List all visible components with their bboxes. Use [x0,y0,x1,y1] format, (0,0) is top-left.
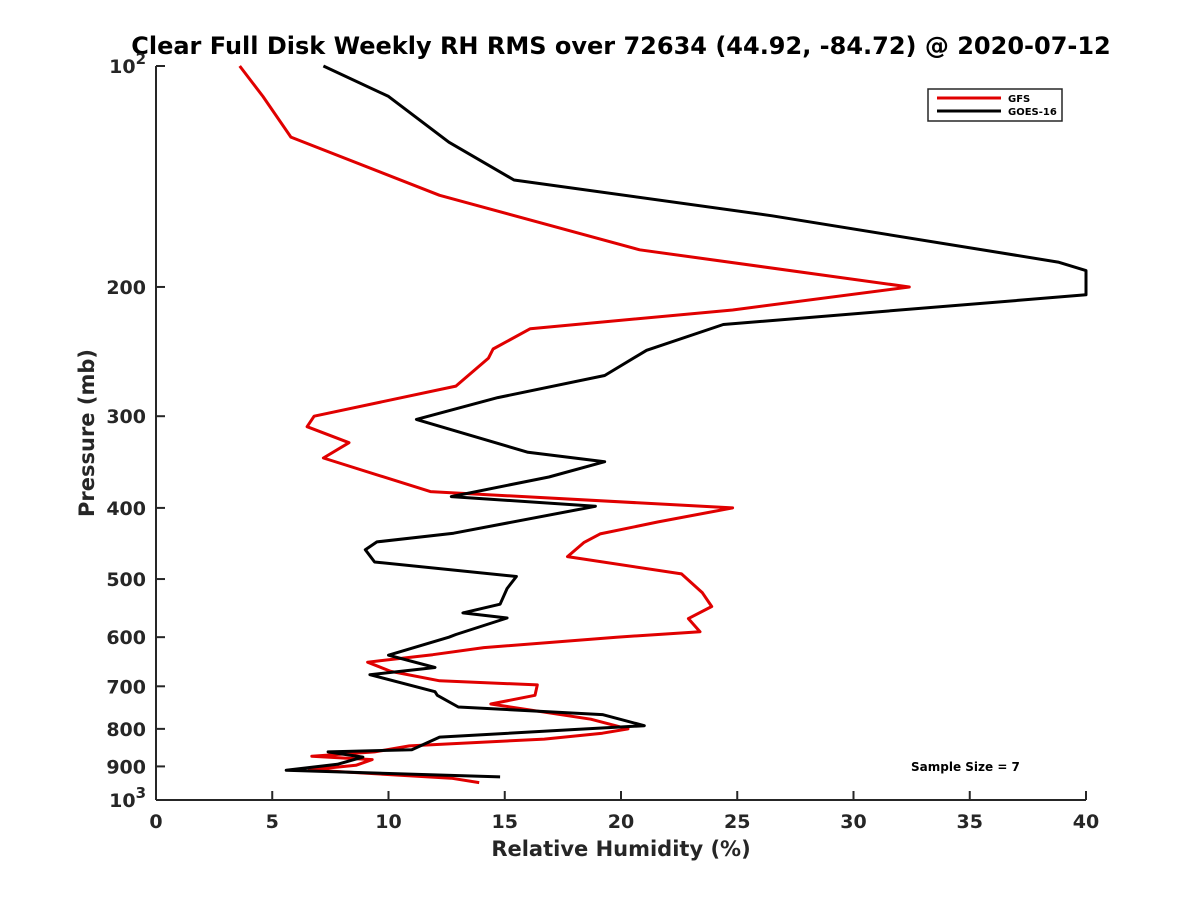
y-tick-label: 600 [106,627,146,649]
chart-title: Clear Full Disk Weekly RH RMS over 72634… [131,32,1111,60]
y-tick-label: 300 [106,406,146,428]
y-tick-label: 900 [106,756,146,778]
series-layer [238,64,1088,785]
plot-background [156,66,1086,800]
sample-size-annotation: Sample Size = 7 [911,760,1020,774]
legend-box [927,88,1063,122]
y-tick-label: 103 [109,784,146,812]
legend-label-gfs: GFS [1008,94,1030,105]
y-tick-label: 200 [106,277,146,299]
series-line-gfs [238,65,911,785]
legend[interactable]: GFS GOES-16 [927,88,1063,122]
legend-label-goes-16: GOES-16 [1008,107,1057,118]
y-tick-label: 700 [106,676,146,698]
legend-items: GFS GOES-16 [937,94,1057,118]
y-tick-label: 102 [109,50,146,78]
y-axis-ticks: 102 200 300 400 500 600 700 800 900 103 [106,50,165,812]
x-tick-label: 40 [1073,811,1099,833]
x-tick-label: 35 [957,811,983,833]
x-tick-label: 20 [608,811,634,833]
x-axis-label: Relative Humidity (%) [491,837,750,861]
x-tick-label: 5 [266,811,279,833]
x-tick-label: 0 [149,811,162,833]
y-tick-label: 800 [106,719,146,741]
x-tick-label: 15 [492,811,518,833]
x-tick-label: 10 [375,811,401,833]
y-axis-label: Pressure (mb) [75,349,99,517]
x-axis-ticks: 0 5 10 15 20 25 30 35 40 [149,791,1099,833]
y-tick-label: 500 [106,569,146,591]
plot-area: 0 5 10 15 20 25 30 35 40 102 200 300 400 500 600 700 80… [106,50,1099,833]
x-tick-label: 25 [724,811,750,833]
y-tick-label: 400 [106,498,146,520]
series-line-goes-16 [284,64,1088,779]
x-tick-label: 30 [840,811,866,833]
